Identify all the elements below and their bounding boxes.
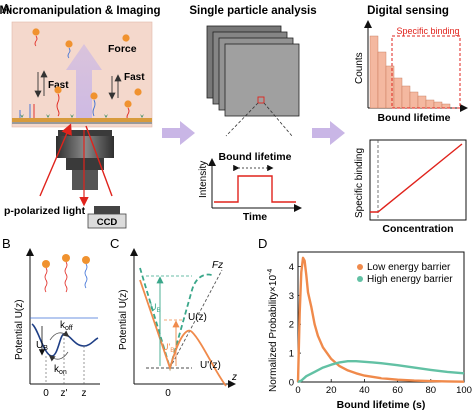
legend-marker-1 [357,276,363,282]
tick-zprime-b: z' [61,388,68,399]
x-tick-label: 60 [392,385,403,396]
chart-ylabel: Normalized Probability×10-4 [267,269,279,392]
y-tick-label: 2 [289,320,294,331]
axis-z-c: z [231,372,237,383]
flow-arrow-2 [312,121,345,145]
micromanipulation-title: Micromanipulation & Imaging [0,5,161,17]
series-line-1 [297,360,465,384]
histogram-annotation: Specific binding [396,26,459,36]
reflected-light-path [85,125,113,197]
tick-0-c: 0 [165,388,171,399]
force-label: Force [108,43,137,55]
x-tick-label: 80 [426,385,437,396]
panel-a: A Micromanipulation & Imaging Single par… [0,1,468,235]
panel-a-label: A [2,1,11,16]
panel-c: C z 0 Fz U(z) U'(z) UB U'B Potential U(z… [110,236,237,399]
histogram-ylabel: Counts [354,52,365,84]
y-tick-label: 1 [289,349,294,360]
sensor-surface [12,118,152,122]
calibration-plot: Specific binding Concentration [354,139,467,235]
uz-label: U(z) [188,312,207,323]
y-tick-label: 4 [289,262,294,273]
ccd-camera [87,213,127,229]
y-tick-label: 3 [289,291,294,302]
x-tick-label: 0 [295,385,300,396]
digital-sensing-title: Digital sensing [367,5,449,17]
fz-line [169,269,223,369]
chart-ticks: 0 20 40 60 80 100 0 1 2 3 4 [289,262,472,396]
panel-b: B UB koff kon 0 z' z Potential U(z) [2,236,100,399]
ylabel-c: Potential U(z) [118,289,129,350]
panel-d: D 0 20 40 60 80 100 0 1 2 3 4 Low energy barrierHi… [258,236,472,411]
flow-arrow-1 [162,121,195,145]
legend-marker-0 [357,264,363,270]
x-tick-label: 40 [359,385,370,396]
intensity-trace [214,175,296,203]
trace-xlabel: Time [243,211,267,223]
fast-label-right: Fast [124,72,145,83]
ylabel-b: Potential U(z) [14,299,25,360]
panel-d-label: D [258,236,267,251]
series-line-0 [296,256,465,383]
surface-receptors [20,114,144,118]
ubprime-label-c: U'B [162,342,175,354]
incident-light-path [39,123,72,197]
tick-z-b: z [82,388,87,399]
kon-label: kon [54,364,67,376]
koff-label: koff [60,320,73,332]
trace-title: Bound lifetime [219,151,292,163]
force-arrow [66,44,102,120]
objective-lens [56,130,114,190]
fz-label: Fz [212,260,223,271]
image-stack [206,25,300,117]
lifetime-histogram: Specific binding Counts Bound lifetime [354,20,468,124]
legend-label-1: High energy barrier [367,274,453,285]
histogram-xlabel: Bound lifetime [378,112,451,124]
p-polarized-light-label: p-polarized light [4,205,86,217]
calibration-ylabel: Specific binding [354,148,365,218]
trace-ylabel: Intensity [198,161,209,198]
chart-xlabel: Bound lifetime (s) [337,399,426,411]
panel-c-label: C [110,236,119,251]
ccd-mount [94,206,120,214]
ccd-label: CCD [97,217,118,228]
calibration-line [370,143,463,213]
x-tick-label: 20 [326,385,337,396]
chart-frame [297,251,465,383]
y-tick-label: 0 [289,378,294,389]
fast-label-left: Fast [48,80,69,91]
ub-label-b: UB [36,340,48,352]
uz-curve [139,267,215,372]
uprimez-label: U'(z) [200,360,221,371]
ub-label-c: UB [150,302,161,314]
uprime-curve [139,279,227,387]
x-tick-label: 100 [456,385,472,396]
chart-series [296,256,465,384]
panel-b-label: B [2,236,11,251]
legend-label-0: Low energy barrier [367,262,451,273]
gold-particles [32,28,142,108]
single-particle-title: Single particle analysis [189,5,316,17]
calibration-xlabel: Concentration [382,223,453,235]
tick-0-b: 0 [43,388,49,399]
